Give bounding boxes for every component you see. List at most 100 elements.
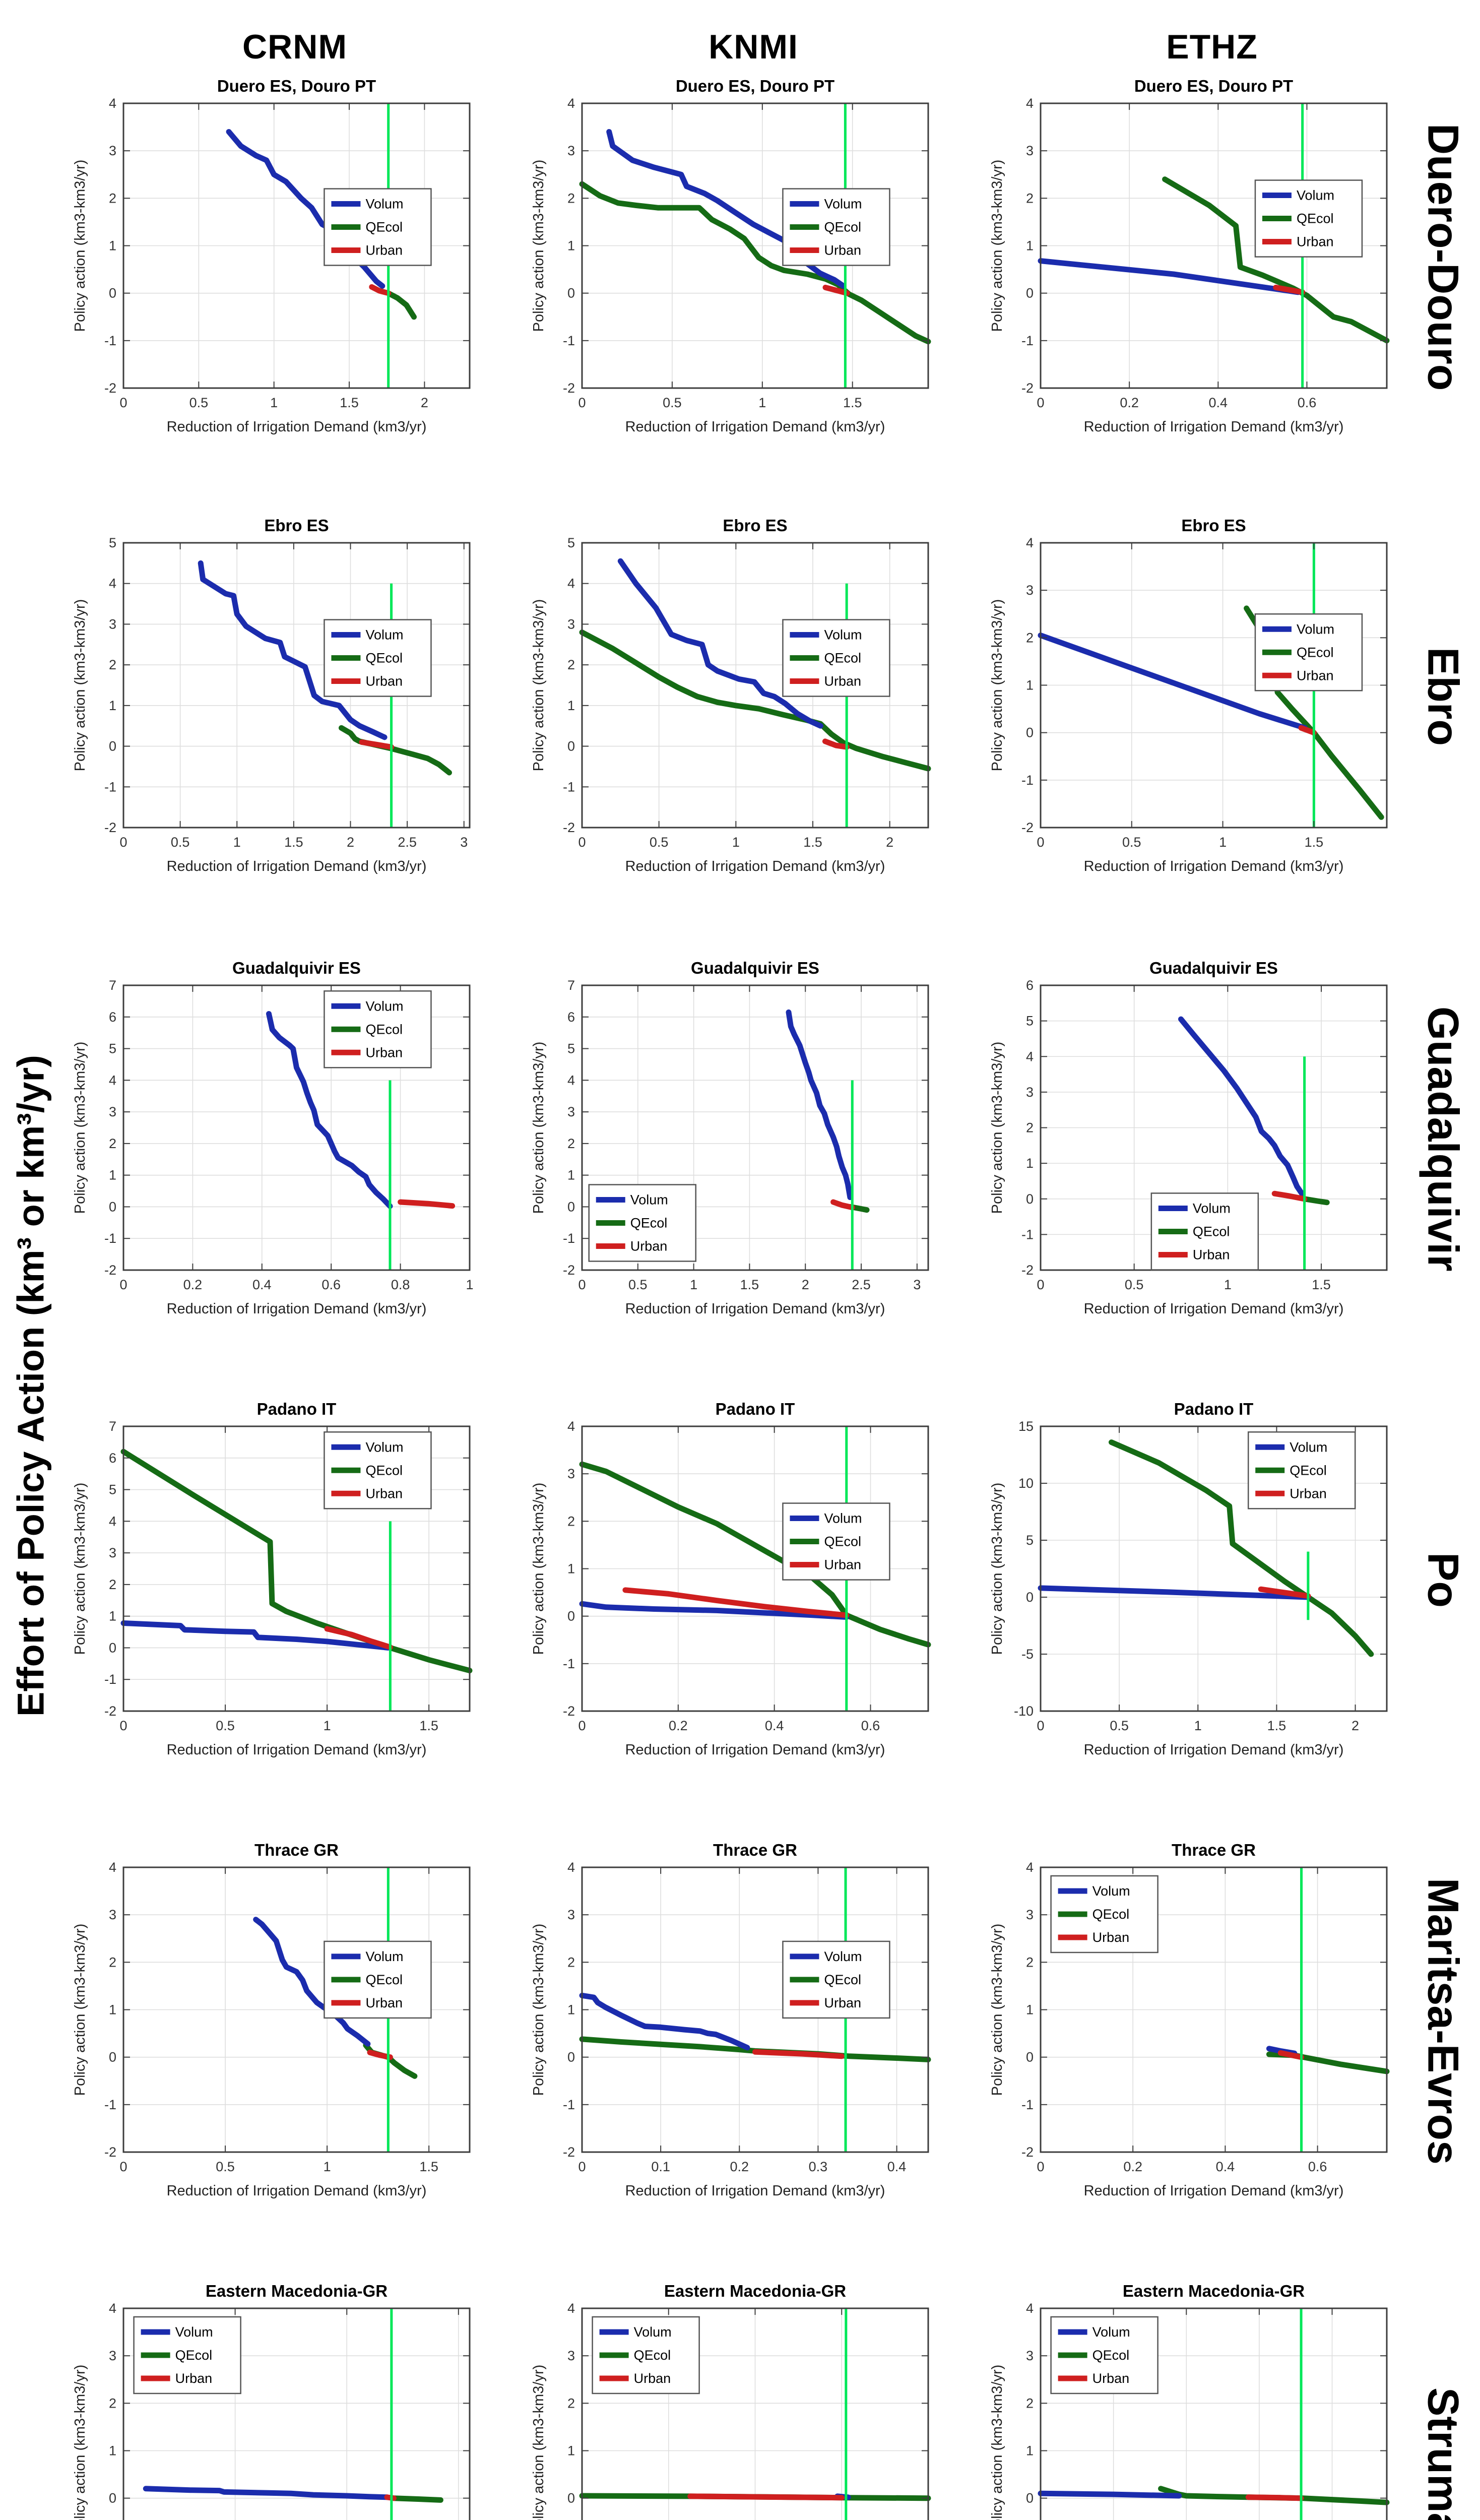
series-qecol-line	[579, 629, 931, 772]
axis-text: 1	[1026, 2443, 1034, 2459]
chart-canvas: 0 0.2 0.4 0.6 -2 -1 0 1 2 3 4 Thrace GR Reduction of…	[989, 1841, 1390, 2199]
axis-text: -1	[104, 779, 116, 794]
axis-text: Urban	[634, 2371, 671, 2386]
axis-text: 4	[109, 2301, 116, 2316]
legend: Volum QEcol Urban	[1254, 179, 1363, 258]
axis-text: 1	[466, 1277, 473, 1292]
axis-text: 0.2	[1123, 2159, 1142, 2174]
axis-text: QEcol	[1297, 211, 1334, 226]
axis-text: Reduction of Irrigation Demand (km3/yr)	[167, 1742, 427, 1758]
axis-text: 1	[109, 1168, 116, 1183]
axis-text: 0	[119, 1718, 127, 1733]
row-label-maritsa-evros: Maritsa-Evros	[1419, 1877, 1467, 2165]
axis-text: Ebro ES	[723, 516, 787, 535]
axis-text: Thrace GR	[1172, 1841, 1256, 1859]
chart-canvas: 0 0.5 1 1.5 -2 -1 0 1 2 3 4 5 6 Guadalquivir ES Reduct…	[989, 959, 1388, 1317]
axis-text: -2	[104, 2145, 116, 2160]
subplot-padano-it-r3c2: 0 0.5 1 1.5 2 -10 -5 0 5 10 15 Padano IT Reduction o…	[988, 1399, 1406, 1769]
chart-canvas: 0 0.5 1 1.5 -2 -1 0 1 2 3 4 Ebro ES Reduction of Irr…	[989, 516, 1388, 874]
axis-text: QEcol	[365, 1022, 403, 1037]
axis-text: Volum	[824, 197, 862, 212]
axis-text: 0	[567, 739, 575, 754]
legend: Volum QEcol Urban	[1254, 613, 1363, 691]
axis-text: Policy action (km3-km3/yr)	[72, 160, 88, 332]
axis-text: Policy action (km3-km3/yr)	[531, 599, 547, 772]
axis-text: 0	[109, 1199, 116, 1214]
axis-text: -2	[563, 2145, 575, 2160]
axis-text: -2	[1021, 820, 1034, 835]
axis-text: Policy action (km3-km3/yr)	[531, 160, 547, 332]
axis-text: 1	[270, 395, 278, 410]
axis-text: QEcol	[1290, 1463, 1327, 1478]
axis-text: 1	[1219, 835, 1227, 850]
axis-text: 2	[1026, 1955, 1034, 1970]
axis-text: -2	[104, 1263, 116, 1278]
axis-text: 1	[109, 1609, 116, 1624]
axis-text: -1	[563, 333, 575, 348]
axis-text: 0	[1037, 835, 1044, 850]
axis-text: 0	[109, 739, 116, 754]
axis-text: 2	[1026, 191, 1034, 206]
series-urban-line	[830, 1199, 855, 1211]
series-urban-line	[687, 2493, 845, 2501]
axis-text: 4	[109, 1514, 116, 1529]
axis-text: 1	[1026, 678, 1034, 693]
subplot-duero-es-douro-pt-r0c2: 0 0.2 0.4 0.6 -2 -1 0 1 2 3 4 Duero ES, Douro PT Red…	[988, 76, 1406, 446]
subplot-padano-it-r3c0: 0 0.5 1 1.5 -2 -1 0 1 2 3 4 5 6 7 Padano IT Reduction o…	[71, 1399, 489, 1769]
axis-text: 0.3	[809, 2159, 828, 2174]
axis-text: Guadalquivir ES	[691, 959, 819, 977]
axis-text: 2	[567, 657, 575, 672]
axis-text: 0	[1037, 1718, 1044, 1733]
axis-text: Policy action (km3-km3/yr)	[72, 2365, 88, 2520]
subplot-thrace-gr-r4c2: 0 0.2 0.4 0.6 -2 -1 0 1 2 3 4 Thrace GR Reduction of…	[988, 1840, 1406, 2210]
axis-text: Volum	[634, 2324, 672, 2340]
legend: Volum QEcol Urban	[324, 990, 432, 1068]
axis-text: 2	[109, 1577, 116, 1592]
axis-text: 1	[109, 698, 116, 713]
axis-text: 0	[567, 2050, 575, 2065]
series-urban-line	[752, 2049, 845, 2059]
axis-text: Ebro ES	[264, 516, 329, 535]
axis-text: 3	[567, 143, 575, 158]
chart-canvas: 00.050.10.15-2-101234Eastern Macedonia-G…	[72, 2282, 471, 2520]
axis-box	[1040, 1425, 1388, 1712]
axis-text: QEcol	[1297, 645, 1334, 660]
axis-text: 1	[567, 2002, 575, 2018]
axis-text: 1.5	[843, 395, 862, 410]
axis-text: -2	[1021, 1263, 1034, 1278]
axis-text: 2	[567, 1955, 575, 1970]
axis-text: 6	[567, 1010, 575, 1025]
axis-text: 4	[109, 1860, 116, 1875]
axis-text: 1.5	[1305, 835, 1324, 850]
axis-text: 3	[109, 2348, 116, 2363]
axis-text: QEcol	[824, 651, 861, 666]
axis-text: Reduction of Irrigation Demand (km3/yr)	[167, 1301, 427, 1317]
axis-text: Volum	[1193, 1201, 1231, 1216]
axis-text: 4	[567, 1419, 575, 1434]
axis-text: -1	[1021, 333, 1034, 348]
axis-text: 2	[567, 1136, 575, 1151]
axis-text: Urban	[365, 243, 403, 258]
chart-canvas: 0 0.5 1 1.5 2 2.5 3 -2 -1 0 1 2 3 4 5 6 7 Guadalquivir ES…	[531, 959, 929, 1317]
axis-text: 2	[567, 1514, 575, 1529]
subplot-thrace-gr-r4c0: 0 0.5 1 1.5 -2 -1 0 1 2 3 4 Thrace GR Reduction of I…	[71, 1840, 489, 2210]
axis-text: QEcol	[634, 2348, 671, 2363]
axis-text: -1	[104, 2097, 116, 2112]
axis-text: 3	[567, 2348, 575, 2363]
axis-text: 3	[1026, 143, 1034, 158]
axis-text: Urban	[1092, 2371, 1130, 2386]
row-label-ebro: Ebro	[1419, 647, 1467, 746]
axis-text: 0	[119, 395, 127, 410]
axis-text: 7	[109, 1419, 116, 1434]
axis-text: Volum	[824, 627, 862, 643]
axis-text: 0	[578, 2159, 586, 2174]
axis-text: Volum	[175, 2324, 213, 2340]
axis-text: Policy action (km3-km3/yr)	[531, 1483, 547, 1655]
axis-text: 7	[567, 978, 575, 993]
chart-canvas: 0 0.5 1 1.5 2 2.5 3 -2 -1 0 1 2 3 4 5 Ebro ES Reduction …	[72, 516, 471, 874]
axis-text: 3	[460, 835, 468, 850]
axis-text: 1.5	[803, 835, 822, 850]
subplot-eastern-macedonia-gr-r5c0: 00.050.10.15-2-101234Eastern Macedonia-G…	[71, 2281, 489, 2520]
axis-text: Urban	[1092, 1930, 1130, 1945]
figure-y-axis-label: Effort of Policy Action (km³ or km³/yr)	[10, 1055, 52, 1717]
